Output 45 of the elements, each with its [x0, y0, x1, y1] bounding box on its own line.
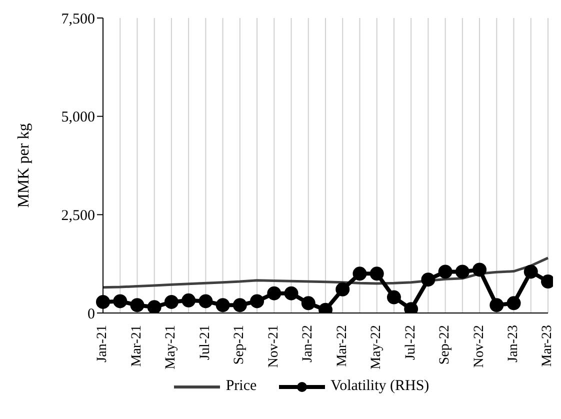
point [438, 264, 452, 279]
x-tick-label: Nov-22 [472, 325, 487, 368]
point [284, 286, 298, 300]
x-tick-label: Mar-21 [129, 325, 144, 367]
x-tick-label: Mar-23 [540, 325, 556, 367]
point [370, 266, 384, 281]
x-tick-label: Jul-22 [403, 325, 418, 360]
legend-label: Volatility (RHS) [330, 378, 430, 395]
point [301, 296, 316, 310]
point [352, 266, 367, 281]
legend-label: Price [226, 378, 257, 395]
point [455, 264, 470, 279]
point [216, 298, 230, 312]
point [130, 298, 144, 312]
point [267, 286, 282, 300]
y-tick-label: 0 [88, 306, 95, 322]
x-tick-label: Sep-21 [232, 325, 248, 365]
x-tick-label: Sep-22 [438, 325, 453, 365]
point [147, 300, 162, 313]
x-tick-label: Mar-22 [334, 325, 350, 367]
point [232, 298, 247, 312]
point [336, 282, 350, 296]
point [472, 262, 487, 277]
x-tick-label: Jan-23 [506, 325, 521, 362]
x-tick-label: May-22 [369, 325, 384, 370]
x-tick-label: Jul-21 [198, 325, 213, 360]
y-tick-label: 5,000 [61, 110, 95, 126]
point [182, 293, 196, 308]
y-axis-title: MMK per kg [16, 123, 33, 208]
x-tick-label: Nov-21 [266, 325, 282, 368]
x-tick-label: Jan-21 [95, 325, 110, 362]
point [506, 296, 521, 310]
point [96, 294, 110, 309]
x-tick-label: Jan-22 [300, 325, 316, 362]
point [386, 290, 401, 304]
point [421, 272, 436, 287]
point [490, 298, 504, 312]
point [113, 294, 128, 308]
point [524, 264, 538, 279]
point [164, 294, 178, 309]
y-tick-label: 7,500 [61, 11, 95, 28]
y-tick-label: 2,500 [61, 208, 95, 224]
x-tick-label: May-21 [164, 325, 179, 370]
point [250, 294, 264, 308]
point [198, 294, 213, 308]
